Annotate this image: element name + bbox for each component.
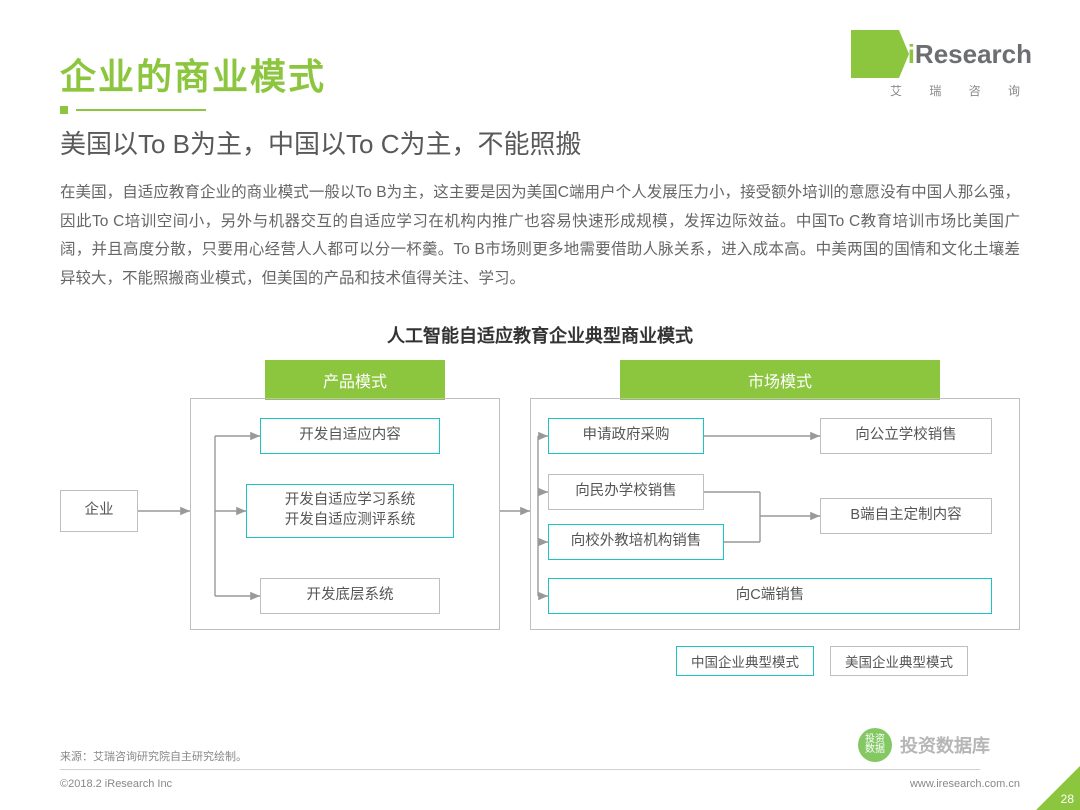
node-p2: 开发自适应学习系统 开发自适应测评系统 xyxy=(246,484,454,538)
node-m2: 向民办学校销售 xyxy=(548,474,704,510)
title-rule xyxy=(60,106,1020,114)
logo-subtext: 艾 瑞 咨 询 xyxy=(851,82,1032,99)
node-p1: 开发自适应内容 xyxy=(260,418,440,454)
watermark-text: 投资数据库 xyxy=(900,732,990,758)
logo-text: iResearch xyxy=(908,39,1032,69)
node-r1: 向公立学校销售 xyxy=(820,418,992,454)
page-subtitle: 美国以To B为主，中国以To C为主，不能照搬 xyxy=(60,124,1020,161)
column-header-market: 市场模式 xyxy=(620,360,940,400)
source-rule xyxy=(60,769,980,770)
watermark-circle-icon: 投资 数据 xyxy=(858,728,892,762)
business-model-diagram: 产品模式 市场模式企业 开发自适应内容开发自适应学习系统 开发自适应测评系统开发底层… xyxy=(60,360,1020,680)
watermark: 投资 数据 投资数据库 xyxy=(858,728,990,762)
legend-item-0: 中国企业典型模式 xyxy=(676,646,814,676)
page-number: 28 xyxy=(1061,792,1074,806)
logo-square-icon xyxy=(851,30,899,78)
site-url: www.iresearch.com.cn xyxy=(910,778,1020,790)
node-m3: 向校外教培机构销售 xyxy=(548,524,724,560)
brand-logo: iResearch 艾 瑞 咨 询 xyxy=(851,30,1032,99)
source-note: 来源：艾瑞咨询研究院自主研究绘制。 xyxy=(60,748,247,764)
node-root: 企业 xyxy=(60,490,138,532)
title-underline xyxy=(76,109,206,111)
column-header-product: 产品模式 xyxy=(265,360,445,400)
node-m4: 向C端销售 xyxy=(548,578,992,614)
legend-item-1: 美国企业典型模式 xyxy=(830,646,968,676)
node-p3: 开发底层系统 xyxy=(260,578,440,614)
logo-mark: iResearch xyxy=(851,30,1032,78)
diagram-title: 人工智能自适应教育企业典型商业模式 xyxy=(0,322,1080,348)
diagram-legend: 中国企业典型模式美国企业典型模式 xyxy=(676,646,968,676)
node-m1: 申请政府采购 xyxy=(548,418,704,454)
body-paragraph: 在美国，自适应教育企业的商业模式一般以To B为主，这主要是因为美国C端用户个人… xyxy=(0,161,1080,294)
copyright: ©2018.2 iResearch Inc xyxy=(60,778,172,790)
title-dot-icon xyxy=(60,106,68,114)
node-r2: B端自主定制内容 xyxy=(820,498,992,534)
